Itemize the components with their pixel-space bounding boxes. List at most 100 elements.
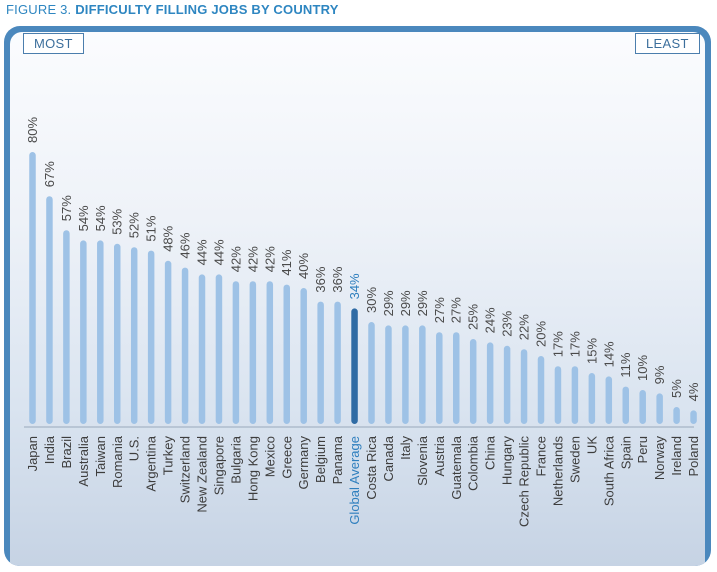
value-label-panama: 36% [330,266,345,292]
value-label-japan: 80% [25,117,40,143]
value-label-colombia: 25% [466,304,481,330]
value-label-austria: 27% [432,297,447,323]
value-label-china: 24% [483,307,498,333]
bar-uk [588,373,596,424]
category-label-peru: Peru [635,436,650,463]
bar-france [537,356,545,424]
bar-belgium [317,301,324,424]
value-label-turkey: 48% [161,225,176,251]
value-label-mexico: 42% [262,246,277,272]
bar-turkey [164,260,172,424]
value-label-netherlands: 17% [550,331,565,357]
value-label-belgium: 36% [313,266,328,292]
bar-singapore [215,274,223,424]
bar-bulgaria [232,281,240,424]
value-label-peru: 10% [635,355,650,381]
figure-number: FIGURE 3. [6,2,72,17]
category-label-sweden: Sweden [567,436,582,483]
bar-romania [114,243,121,424]
category-label-taiwan: Taiwan [93,436,108,476]
bar-mexico [266,281,274,424]
chart-frame [4,26,711,566]
bar-india [46,196,53,424]
value-label-singapore: 44% [211,239,226,265]
bar-italy [402,325,409,424]
bar-china [486,342,494,424]
bar-peru [639,390,646,424]
category-label-singapore: Singapore [211,436,226,495]
figure-title: FIGURE 3. DIFFICULTY FILLING JOBS BY COU… [6,2,339,17]
category-label-hong-kong: Hong Kong [245,436,260,501]
category-label-turkey: Turkey [161,436,176,476]
value-label-czech-republic: 22% [517,314,532,340]
value-label-hungary: 23% [500,310,515,336]
category-label-norway: Norway [652,436,667,481]
chart-background [10,32,705,566]
value-label-global-average: 34% [347,273,362,299]
least-label: LEAST [635,33,700,54]
category-label-japan: Japan [25,436,40,471]
value-label-u-s: 52% [127,212,142,238]
bar-germany [300,288,307,424]
bar-austria [436,332,443,424]
category-label-panama: Panama [330,435,345,484]
bar-norway [656,393,663,424]
bar-south-africa [605,376,613,424]
bar-taiwan [97,240,104,424]
bar-switzerland [181,267,189,424]
value-label-france: 20% [534,321,549,347]
category-label-greece: Greece [279,436,294,479]
category-labels-group: Japan India Brazil Australia Taiwan Romania U.… [25,435,701,527]
value-label-new-zealand: 44% [195,239,210,265]
value-label-india: 67% [42,161,57,187]
value-label-hong-kong: 42% [245,246,260,272]
value-label-ireland: 5% [669,379,684,398]
value-label-norway: 9% [652,365,667,384]
category-label-ireland: Ireland [669,436,684,476]
category-label-switzerland: Switzerland [178,436,193,503]
bar-new-zealand [198,274,206,424]
value-label-slovenia: 29% [415,290,430,316]
category-label-canada: Canada [381,435,396,481]
bar-u-s [130,247,138,424]
bar-costa-rica [368,322,375,424]
bar-czech-republic [520,349,528,424]
value-label-romania: 53% [110,208,125,234]
bars-group [29,152,697,424]
value-label-greece: 41% [279,249,294,275]
category-label-poland: Poland [686,436,701,476]
value-label-bulgaria: 42% [228,246,243,272]
value-label-canada: 29% [381,290,396,316]
category-label-germany: Germany [296,436,311,490]
value-label-poland: 4% [686,382,701,401]
most-label: MOST [23,33,84,54]
category-label-slovenia: Slovenia [415,435,430,486]
bar-canada [385,325,392,424]
category-label-argentina: Argentina [144,435,159,491]
value-label-guatemala: 27% [449,297,464,323]
bar-poland [690,410,697,424]
category-label-austria: Austria [432,435,447,476]
category-label-romania: Romania [110,435,125,488]
bar-spain [622,386,629,424]
category-label-costa-rica: Costa Rica [364,435,379,499]
bar-global-average [351,308,358,424]
value-label-spain: 11% [618,352,633,377]
value-label-sweden: 17% [567,331,582,357]
bar-greece [283,284,290,424]
category-label-uk: UK [584,436,599,454]
category-label-india: India [42,435,57,464]
category-label-france: France [534,436,549,476]
category-label-guatemala: Guatemala [449,435,464,499]
bar-ireland [673,407,680,424]
category-label-u-s: U.S. [127,436,142,461]
value-labels-group: 80%67%57% 54% 54% 53% 52% 51% 48% 46% 44% 44% 42% 4… [25,117,701,402]
value-label-uk: 15% [584,338,599,364]
value-label-brazil: 57% [59,195,74,221]
bar-hungary [503,345,511,424]
figure-heading: DIFFICULTY FILLING JOBS BY COUNTRY [75,2,339,17]
category-label-italy: Italy [398,436,413,460]
bar-japan [29,152,36,424]
bar-panama [334,301,341,424]
